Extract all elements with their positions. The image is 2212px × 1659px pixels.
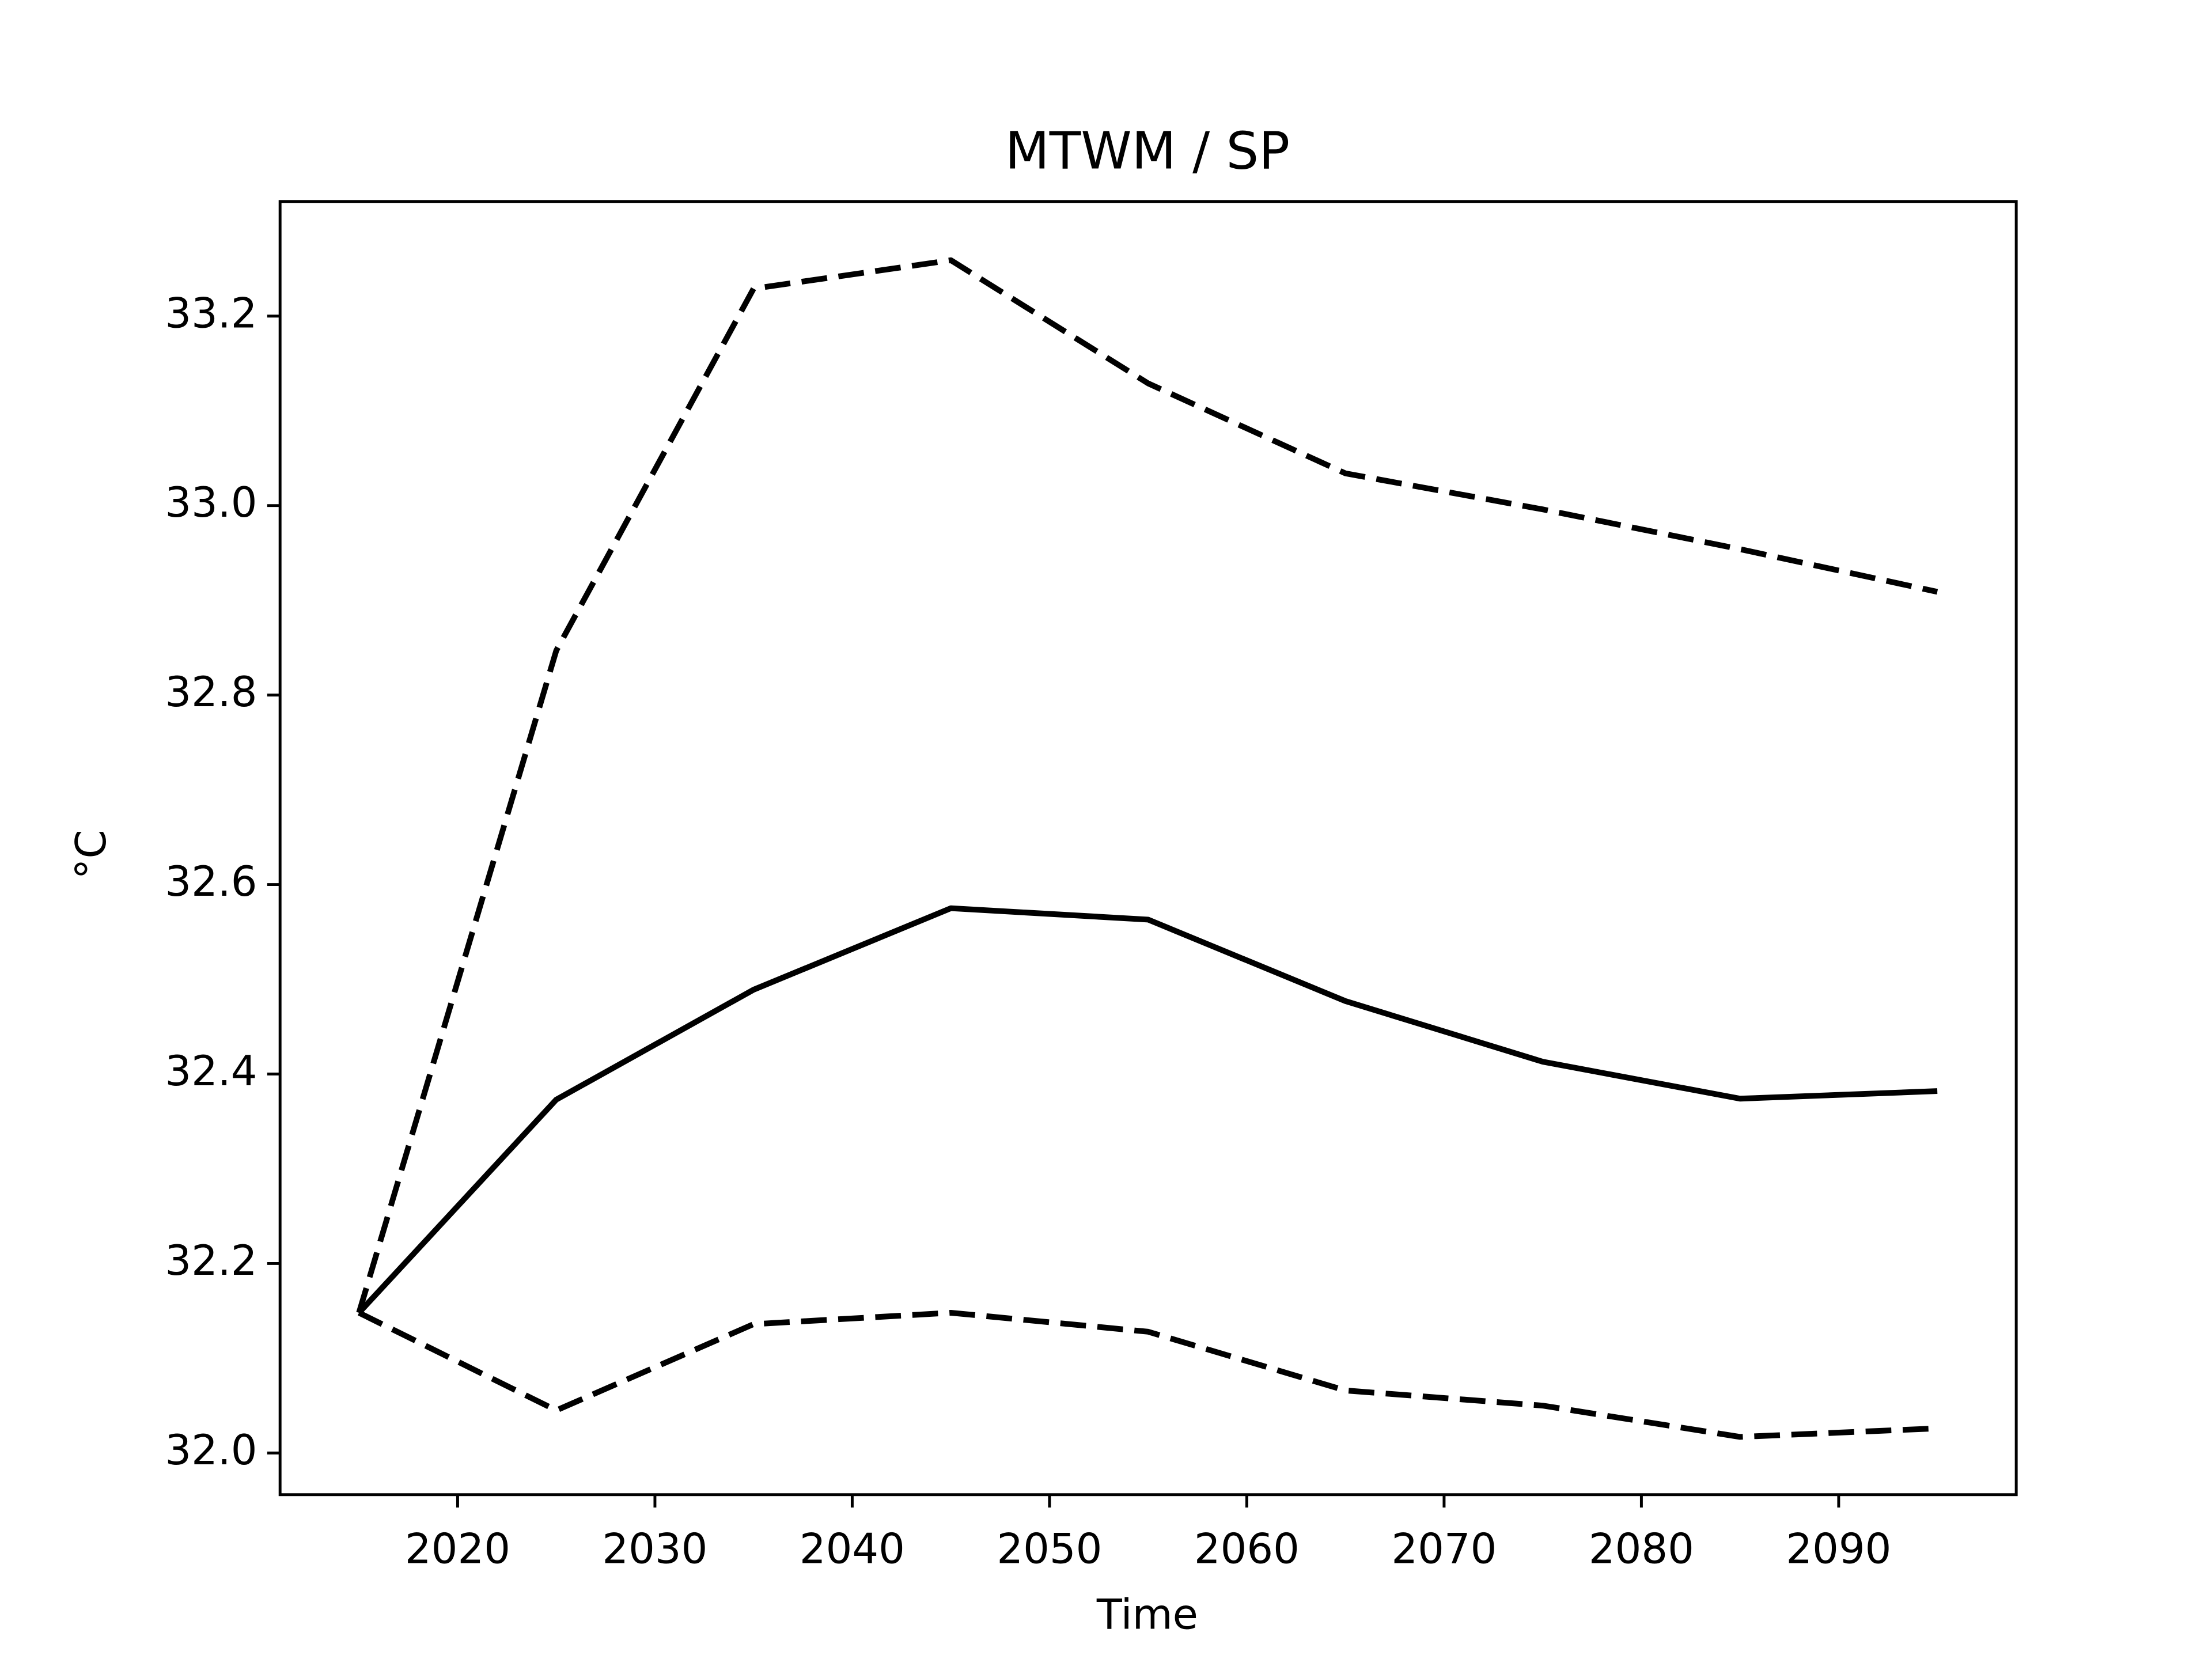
data-line xyxy=(358,1309,1938,1440)
y-tick-label: 32.8 xyxy=(165,668,257,716)
x-tick-label: 2080 xyxy=(1589,1524,1694,1573)
x-tick-label: 2020 xyxy=(405,1524,510,1573)
y-tick-label: 32.0 xyxy=(165,1426,257,1474)
plot-frame xyxy=(278,200,2018,1497)
y-axis-label: °C xyxy=(67,830,115,879)
data-line xyxy=(356,257,1938,1314)
x-tick-label: 2060 xyxy=(1194,1524,1300,1573)
y-tick-label: 32.4 xyxy=(165,1047,257,1095)
y-tick-label: 33.2 xyxy=(165,289,257,337)
x-tick-label: 2040 xyxy=(800,1524,905,1573)
x-tick-label: 2070 xyxy=(1391,1524,1497,1573)
x-tick-label: 2030 xyxy=(602,1524,707,1573)
data-line xyxy=(357,905,1938,1315)
y-tick-label: 32.2 xyxy=(165,1236,257,1285)
chart-title: MTWM / SP xyxy=(1005,121,1290,181)
y-tick-label: 33.0 xyxy=(165,478,257,527)
x-axis-label: Time xyxy=(1096,1590,1198,1639)
x-tick-label: 2090 xyxy=(1786,1524,1891,1573)
y-tick-label: 32.6 xyxy=(165,857,257,906)
x-tick-label: 2050 xyxy=(997,1524,1102,1573)
